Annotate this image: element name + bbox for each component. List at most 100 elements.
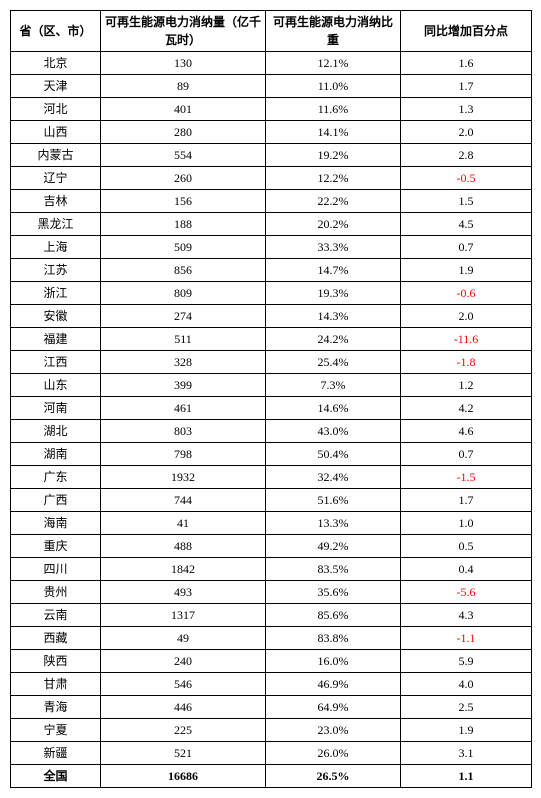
- cell-consumption: 1842: [101, 558, 266, 581]
- cell-consumption: 260: [101, 167, 266, 190]
- cell-ratio: 83.8%: [266, 627, 401, 650]
- table-row: 广西74451.6%1.7: [11, 489, 532, 512]
- table-row: 天津8911.0%1.7: [11, 75, 532, 98]
- cell-ratio: 85.6%: [266, 604, 401, 627]
- cell-ratio: 11.6%: [266, 98, 401, 121]
- cell-consumption: 546: [101, 673, 266, 696]
- cell-province: 新疆: [11, 742, 101, 765]
- table-row: 陕西24016.0%5.9: [11, 650, 532, 673]
- cell-ratio: 64.9%: [266, 696, 401, 719]
- table-row: 西藏4983.8%-1.1: [11, 627, 532, 650]
- cell-consumption: 509: [101, 236, 266, 259]
- cell-consumption: 240: [101, 650, 266, 673]
- cell-province: 西藏: [11, 627, 101, 650]
- cell-consumption: 328: [101, 351, 266, 374]
- cell-ratio: 7.3%: [266, 374, 401, 397]
- cell-province: 山东: [11, 374, 101, 397]
- cell-province: 河北: [11, 98, 101, 121]
- cell-change: 1.0: [401, 512, 532, 535]
- cell-province: 山西: [11, 121, 101, 144]
- cell-province: 重庆: [11, 535, 101, 558]
- table-row: 广东193232.4%-1.5: [11, 466, 532, 489]
- cell-ratio: 49.2%: [266, 535, 401, 558]
- cell-consumption: 809: [101, 282, 266, 305]
- cell-ratio: 23.0%: [266, 719, 401, 742]
- cell-consumption: 156: [101, 190, 266, 213]
- cell-province: 安徽: [11, 305, 101, 328]
- table-row: 黑龙江18820.2%4.5: [11, 213, 532, 236]
- table-row: 贵州49335.6%-5.6: [11, 581, 532, 604]
- table-row: 山东3997.3%1.2: [11, 374, 532, 397]
- cell-change: 1.7: [401, 489, 532, 512]
- cell-province: 湖北: [11, 420, 101, 443]
- table-row: 湖南79850.4%0.7: [11, 443, 532, 466]
- table-header: 省（区、市） 可再生能源电力消纳量（亿千瓦时） 可再生能源电力消纳比重 同比增加…: [11, 11, 532, 52]
- table-row: 安徽27414.3%2.0: [11, 305, 532, 328]
- cell-ratio: 83.5%: [266, 558, 401, 581]
- cell-change: 0.7: [401, 443, 532, 466]
- cell-consumption: 1317: [101, 604, 266, 627]
- cell-consumption: 521: [101, 742, 266, 765]
- table-row-total: 全国1668626.5%1.1: [11, 765, 532, 788]
- cell-province: 甘肃: [11, 673, 101, 696]
- cell-province: 辽宁: [11, 167, 101, 190]
- cell-change: 0.4: [401, 558, 532, 581]
- cell-consumption: 798: [101, 443, 266, 466]
- cell-ratio: 19.3%: [266, 282, 401, 305]
- cell-province: 广东: [11, 466, 101, 489]
- cell-province: 全国: [11, 765, 101, 788]
- table-row: 上海50933.3%0.7: [11, 236, 532, 259]
- cell-province: 江西: [11, 351, 101, 374]
- cell-change: 1.6: [401, 52, 532, 75]
- cell-consumption: 225: [101, 719, 266, 742]
- table-row: 辽宁26012.2%-0.5: [11, 167, 532, 190]
- cell-consumption: 446: [101, 696, 266, 719]
- cell-province: 宁夏: [11, 719, 101, 742]
- cell-ratio: 14.3%: [266, 305, 401, 328]
- table-row: 江西32825.4%-1.8: [11, 351, 532, 374]
- cell-change: -11.6: [401, 328, 532, 351]
- cell-consumption: 803: [101, 420, 266, 443]
- cell-change: 2.0: [401, 305, 532, 328]
- table-row: 山西28014.1%2.0: [11, 121, 532, 144]
- cell-change: 4.5: [401, 213, 532, 236]
- cell-ratio: 13.3%: [266, 512, 401, 535]
- cell-consumption: 188: [101, 213, 266, 236]
- cell-ratio: 26.5%: [266, 765, 401, 788]
- cell-consumption: 856: [101, 259, 266, 282]
- cell-ratio: 24.2%: [266, 328, 401, 351]
- cell-province: 湖南: [11, 443, 101, 466]
- cell-change: -1.8: [401, 351, 532, 374]
- table-row: 云南131785.6%4.3: [11, 604, 532, 627]
- cell-change: 1.5: [401, 190, 532, 213]
- cell-ratio: 20.2%: [266, 213, 401, 236]
- table-row: 河北40111.6%1.3: [11, 98, 532, 121]
- table-row: 海南4113.3%1.0: [11, 512, 532, 535]
- cell-ratio: 50.4%: [266, 443, 401, 466]
- cell-province: 吉林: [11, 190, 101, 213]
- table-row: 浙江80919.3%-0.6: [11, 282, 532, 305]
- table-row: 内蒙古55419.2%2.8: [11, 144, 532, 167]
- cell-change: 4.2: [401, 397, 532, 420]
- cell-province: 青海: [11, 696, 101, 719]
- cell-change: 4.0: [401, 673, 532, 696]
- cell-province: 海南: [11, 512, 101, 535]
- cell-change: 4.6: [401, 420, 532, 443]
- cell-change: 5.9: [401, 650, 532, 673]
- table-row: 甘肃54646.9%4.0: [11, 673, 532, 696]
- table-row: 北京13012.1%1.6: [11, 52, 532, 75]
- cell-province: 北京: [11, 52, 101, 75]
- cell-change: 1.1: [401, 765, 532, 788]
- table-row: 重庆48849.2%0.5: [11, 535, 532, 558]
- cell-province: 江苏: [11, 259, 101, 282]
- cell-province: 陕西: [11, 650, 101, 673]
- cell-ratio: 25.4%: [266, 351, 401, 374]
- table-row: 河南46114.6%4.2: [11, 397, 532, 420]
- cell-ratio: 33.3%: [266, 236, 401, 259]
- cell-consumption: 274: [101, 305, 266, 328]
- cell-ratio: 14.6%: [266, 397, 401, 420]
- cell-province: 四川: [11, 558, 101, 581]
- cell-province: 广西: [11, 489, 101, 512]
- cell-ratio: 46.9%: [266, 673, 401, 696]
- cell-province: 内蒙古: [11, 144, 101, 167]
